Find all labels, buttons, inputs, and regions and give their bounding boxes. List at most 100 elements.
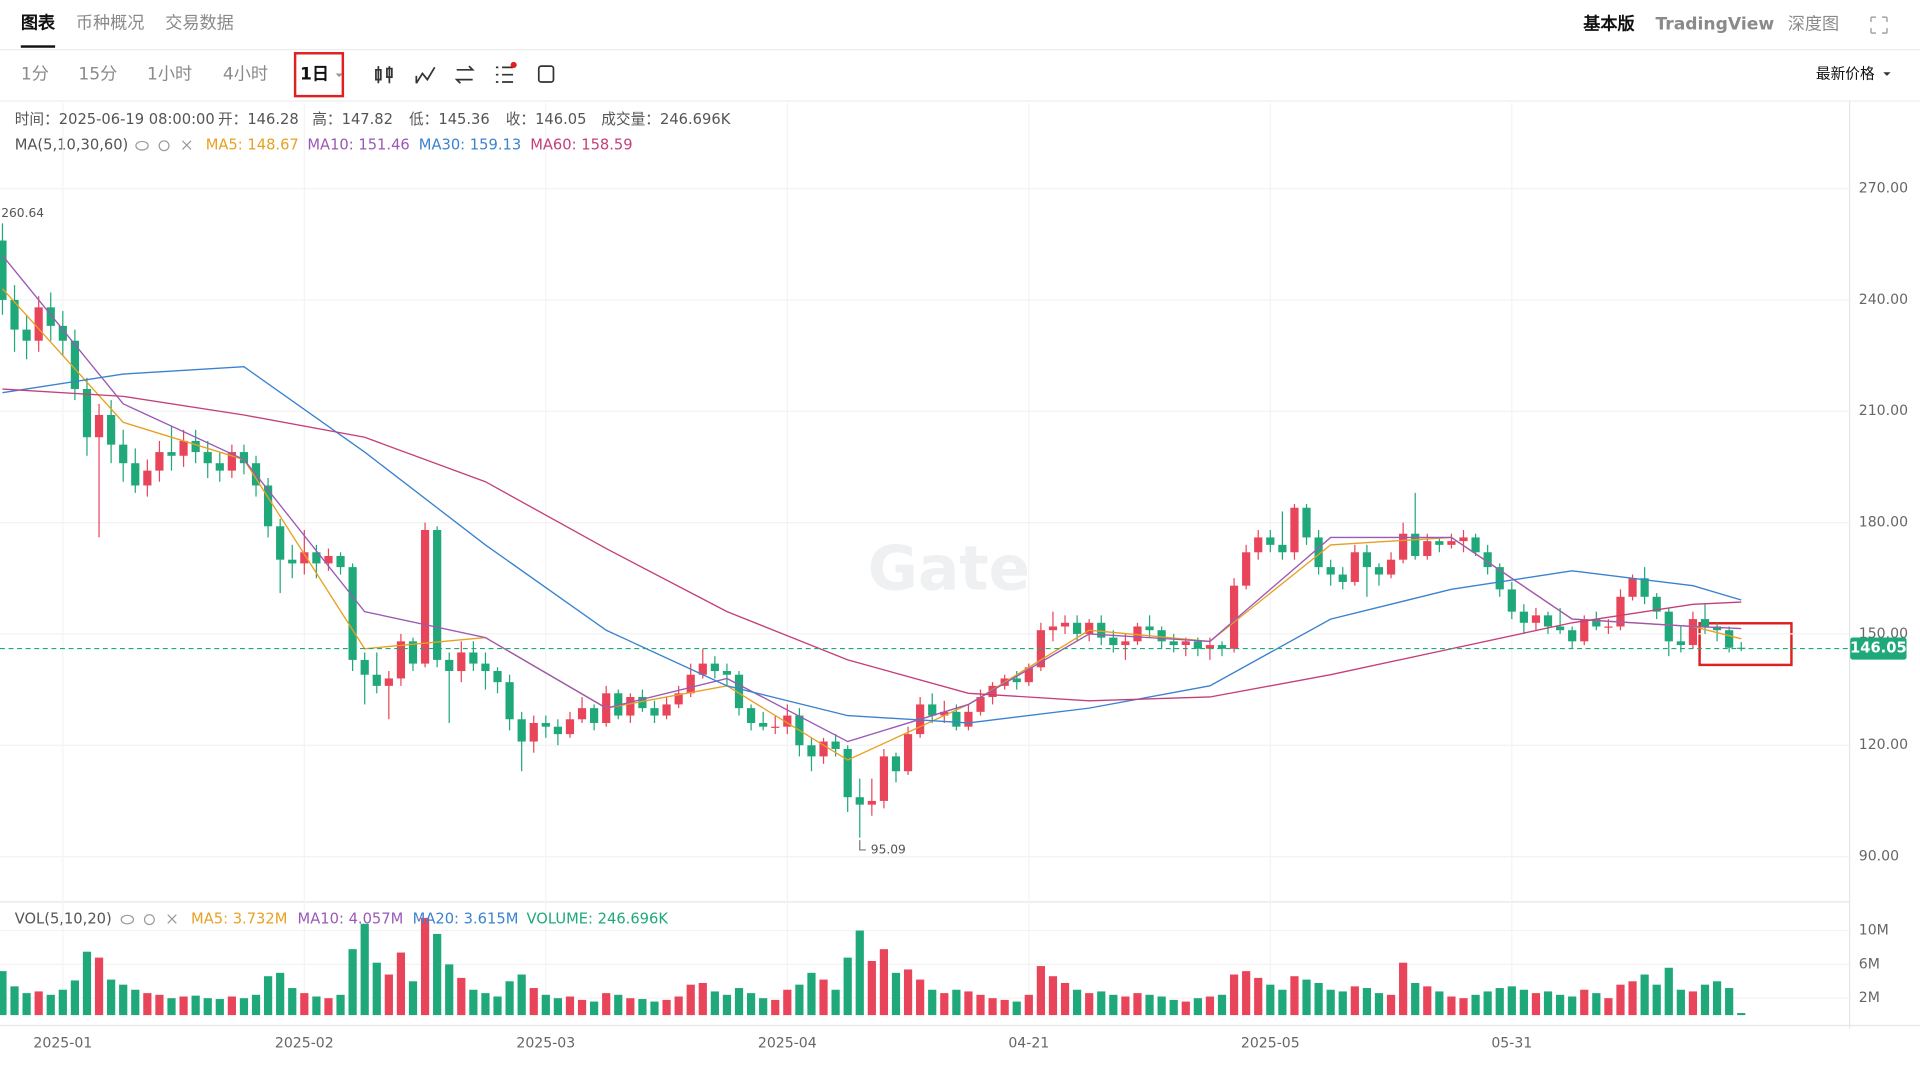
candle-body <box>1217 645 1227 649</box>
volume-bar <box>1507 986 1516 1016</box>
volume-legend-entry: VOLUME: 246.696K <box>527 911 669 928</box>
candle-body <box>457 652 466 672</box>
volume-bar <box>831 989 840 1016</box>
volume-bar <box>710 991 719 1016</box>
y-tick-label: 180.00 <box>1859 515 1908 531</box>
volume-bar <box>565 996 575 1016</box>
candle-body <box>1242 552 1251 586</box>
volume-bar <box>1073 989 1082 1016</box>
volume-bar <box>517 974 526 1016</box>
candle-body <box>46 307 55 326</box>
candle-body <box>650 708 659 716</box>
volume-legend-entry: MA20: 3.615M <box>413 911 519 928</box>
fullscreen-icon[interactable] <box>1870 16 1888 34</box>
volume-bar <box>1700 984 1710 1016</box>
candle-body <box>1555 626 1565 631</box>
volume-bar <box>964 991 973 1016</box>
volume-bar <box>372 962 381 1016</box>
candle-body <box>1024 667 1033 683</box>
eye-icon[interactable] <box>120 914 135 925</box>
candle-body <box>903 734 913 772</box>
interval-active[interactable]: 1日 <box>300 65 329 85</box>
compare-icon[interactable] <box>454 65 475 84</box>
candle-body <box>10 299 19 330</box>
candle-body <box>867 800 876 805</box>
candle-body <box>1362 552 1372 568</box>
volume-bar <box>336 994 345 1016</box>
volume-bar <box>408 981 418 1016</box>
candle-body <box>1483 552 1492 568</box>
volume-bar <box>1302 979 1311 1016</box>
volume-bar <box>239 998 249 1016</box>
volume-bar <box>360 923 369 1016</box>
interval[interactable]: 4小时 <box>223 65 268 85</box>
volume-bar <box>179 996 188 1016</box>
candle-body <box>1278 544 1287 553</box>
candle-body <box>119 444 128 464</box>
candle-body <box>614 693 623 716</box>
y-tick-label: 240.00 <box>1859 292 1908 308</box>
candle-body <box>167 452 176 456</box>
settings-icon[interactable] <box>158 140 170 152</box>
close-icon[interactable] <box>167 914 177 924</box>
volume-legend-entry: MA5: 3.732M <box>191 911 287 928</box>
settings-icon[interactable] <box>143 914 155 926</box>
candle-body <box>1676 641 1685 646</box>
depth-chart[interactable]: 深度图 <box>1788 14 1839 34</box>
volume-bar <box>1725 988 1734 1016</box>
indicator-icon[interactable] <box>415 66 436 84</box>
volume-bar <box>1531 993 1541 1016</box>
candle-body <box>179 440 188 456</box>
candle-body <box>1399 533 1408 560</box>
tab-trades[interactable]: 交易数据 <box>165 13 234 33</box>
settings-list-icon[interactable] <box>495 66 514 83</box>
candle-body <box>1205 645 1215 649</box>
volume-bar <box>1386 994 1396 1016</box>
volume-bar <box>1278 989 1287 1016</box>
volume-bar <box>1459 998 1468 1016</box>
volume-bar <box>1555 994 1565 1016</box>
candle-body <box>263 485 273 527</box>
candle-body <box>1495 567 1504 590</box>
volume-bar <box>469 989 478 1016</box>
tab-overview[interactable]: 币种概况 <box>76 13 145 33</box>
volume-bar <box>155 994 164 1016</box>
candle-body <box>1471 537 1480 553</box>
x-tick-label: 2025-03 <box>516 1035 575 1051</box>
candle-body <box>1386 559 1396 575</box>
eye-icon[interactable] <box>135 140 149 151</box>
candle-body <box>1725 630 1734 648</box>
volume-bar <box>300 993 309 1016</box>
interval[interactable]: 1小时 <box>147 65 192 85</box>
volume-bar <box>916 979 925 1016</box>
volume-bar <box>1338 991 1347 1016</box>
volume-bar <box>433 933 442 1016</box>
tradingview[interactable]: TradingView <box>1656 14 1775 34</box>
volume-bar <box>940 993 949 1016</box>
tab-chart[interactable]: 图表 <box>21 12 56 33</box>
candle-body <box>1290 507 1299 553</box>
x-tick-label: 05-31 <box>1491 1035 1532 1051</box>
volume-bar <box>1350 986 1359 1016</box>
volume-bar <box>1616 984 1625 1016</box>
basic-view[interactable]: 基本版 <box>1583 13 1635 34</box>
candle-body <box>1302 507 1311 538</box>
candle-body <box>1350 552 1359 582</box>
candle-icon[interactable] <box>375 66 393 84</box>
candle-body <box>891 756 901 772</box>
x-tick-label: 2025-01 <box>33 1035 92 1051</box>
interval[interactable]: 15分 <box>78 65 117 85</box>
close-icon[interactable] <box>182 140 192 150</box>
volume-bar <box>1121 996 1130 1016</box>
volume-bar <box>46 994 55 1016</box>
volume-bar <box>1157 996 1166 1016</box>
volume-bar <box>505 981 514 1016</box>
interval[interactable]: 1分 <box>21 65 49 85</box>
max-annotation: 260.64 <box>1 206 44 220</box>
price-selector[interactable]: 最新价格 <box>1816 66 1875 83</box>
volume-bar <box>107 979 116 1016</box>
candle-body <box>1519 611 1528 623</box>
layout-icon[interactable] <box>537 65 555 83</box>
candle-body <box>94 414 104 438</box>
volume-bar <box>227 996 236 1016</box>
